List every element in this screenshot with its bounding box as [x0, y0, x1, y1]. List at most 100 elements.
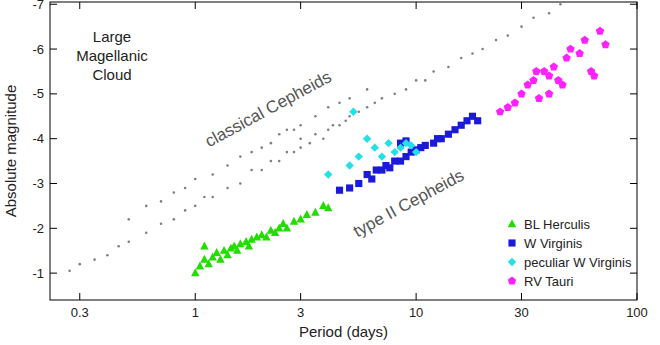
point: [200, 241, 208, 249]
y-tick: [50, 273, 57, 274]
point: [127, 218, 130, 221]
point: [145, 205, 148, 208]
annotation: type II Cepheids: [350, 166, 467, 241]
x-tick: [521, 2, 522, 9]
point: [532, 16, 535, 19]
point: [601, 40, 609, 48]
point: [581, 36, 589, 44]
point: [293, 151, 296, 154]
series-triangle: [191, 201, 332, 276]
plot-area: [68, 3, 609, 276]
x-tick: [416, 293, 417, 300]
point: [504, 103, 512, 111]
point: [314, 133, 317, 136]
point: [381, 97, 384, 100]
point: [293, 128, 296, 131]
point: [286, 151, 289, 154]
point: [348, 115, 351, 118]
x-tick: [300, 293, 301, 300]
point: [535, 94, 543, 102]
point: [283, 223, 291, 231]
x-tick-label: 100: [626, 305, 648, 320]
point: [368, 175, 375, 182]
point: [226, 187, 229, 190]
point: [355, 152, 363, 160]
point: [529, 76, 537, 84]
legend-marker: [508, 277, 516, 285]
point: [239, 155, 242, 158]
point: [481, 48, 484, 51]
point: [226, 164, 229, 167]
point: [308, 142, 311, 145]
point: [451, 126, 458, 133]
point: [117, 245, 120, 248]
point: [344, 119, 347, 122]
point: [332, 124, 335, 127]
point: [460, 57, 463, 60]
point: [378, 152, 386, 160]
point: [286, 128, 289, 131]
series-label: classical Cepheids: [202, 67, 335, 151]
point: [424, 79, 427, 82]
point: [106, 254, 109, 257]
point: [338, 124, 341, 127]
point: [78, 263, 81, 266]
y-tick: [50, 49, 57, 50]
point: [216, 255, 224, 263]
y-tick: [630, 49, 637, 50]
x-tick: [416, 2, 417, 9]
y-tick: [50, 183, 57, 184]
legend-marker: [508, 239, 515, 246]
point: [338, 102, 341, 105]
legend-label: peculiar W Virginis: [524, 255, 632, 270]
point: [184, 187, 187, 190]
point: [203, 196, 206, 199]
x-tick: [195, 293, 196, 300]
point: [422, 142, 429, 149]
point: [590, 72, 598, 80]
annotation-line: Large: [93, 28, 131, 45]
point: [366, 106, 369, 109]
point: [550, 63, 558, 71]
point: [355, 180, 362, 187]
point: [270, 160, 273, 163]
x-tick-label: 3: [297, 305, 304, 320]
point: [299, 146, 302, 149]
point: [239, 182, 242, 185]
point: [194, 205, 197, 208]
y-tick: [50, 4, 57, 5]
point: [545, 72, 553, 80]
chart: 0.3131030100-1-2-3-4-5-6-7Period (days)A…: [0, 0, 660, 345]
point: [357, 110, 360, 113]
point: [127, 240, 130, 243]
legend-label: BL Herculis: [524, 217, 590, 232]
point: [575, 49, 583, 57]
point: [211, 173, 214, 176]
y-tick: [630, 183, 637, 184]
point: [407, 141, 415, 149]
y-tick: [50, 93, 57, 94]
point: [348, 97, 351, 100]
legend-marker: [508, 219, 516, 227]
y-tick-label: -3: [32, 176, 44, 191]
x-tick: [79, 2, 80, 9]
y-tick-label: -7: [32, 0, 44, 12]
x-tick-label: 1: [192, 305, 199, 320]
x-tick: [300, 2, 301, 9]
y-tick: [630, 93, 637, 94]
point: [558, 80, 566, 88]
x-tick: [195, 2, 196, 9]
point: [438, 135, 445, 142]
point: [173, 191, 176, 194]
point: [322, 137, 325, 140]
point: [200, 255, 208, 263]
x-tick: [79, 293, 80, 300]
point: [447, 66, 450, 69]
point: [405, 88, 408, 91]
series-diamond: [324, 108, 420, 179]
point: [548, 12, 551, 15]
point: [511, 98, 519, 106]
point: [391, 148, 399, 156]
point: [296, 215, 304, 223]
point: [260, 146, 263, 149]
